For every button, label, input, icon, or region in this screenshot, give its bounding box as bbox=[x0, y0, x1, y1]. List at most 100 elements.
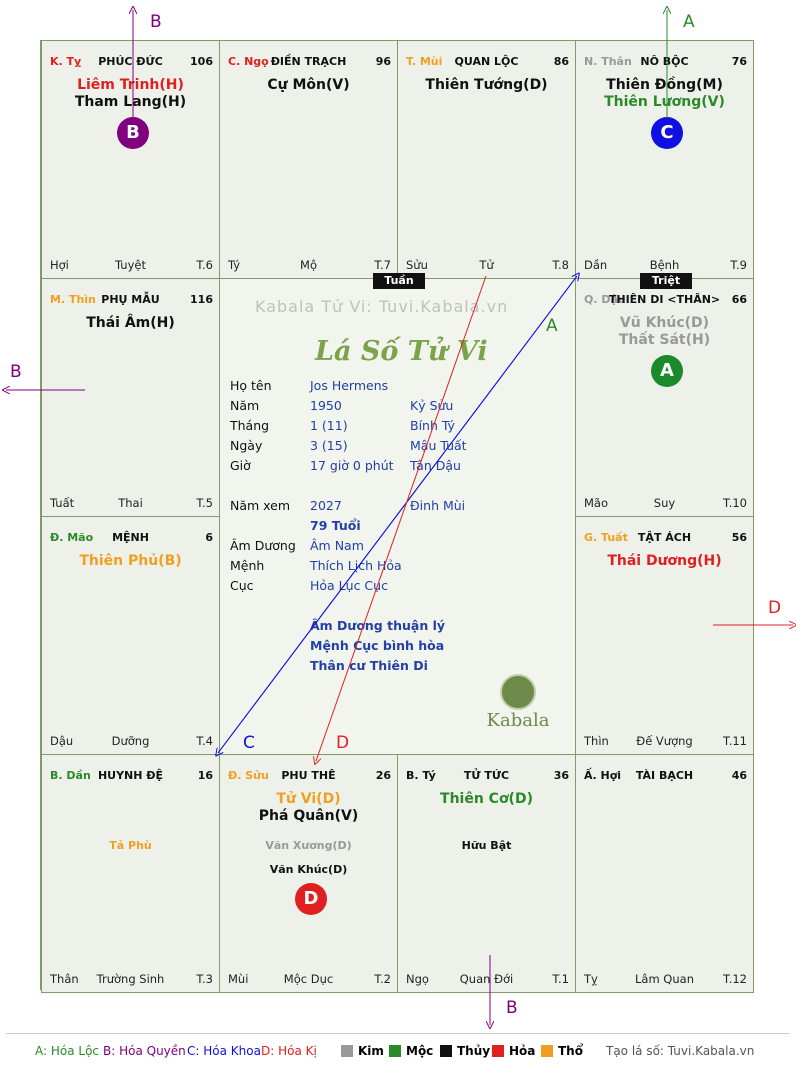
palace-title: PHỤ MẪU bbox=[101, 293, 160, 306]
thuy-swatch bbox=[440, 1045, 452, 1057]
palace-score: 46 bbox=[731, 769, 747, 782]
palace-score: 116 bbox=[190, 293, 213, 306]
palace-stars: Vũ Khúc(D) Thất Sát(H) bbox=[576, 315, 753, 349]
star-name: Thái Âm(H) bbox=[86, 315, 175, 331]
kabala-logo: Kabala bbox=[485, 674, 551, 740]
palace-branch: C. Ngọ bbox=[228, 55, 269, 68]
info-canchi: Đinh Mùi bbox=[410, 498, 466, 513]
chart-heading: Lá Số Tử Vi bbox=[315, 336, 488, 367]
palace-age: T.10 bbox=[723, 496, 747, 510]
palace-age: T.8 bbox=[552, 258, 569, 272]
palace-title: PHU THÊ bbox=[281, 769, 336, 782]
star-name: Vũ Khúc(D) bbox=[619, 315, 710, 331]
palace-stars: Thái Âm(H) bbox=[42, 315, 219, 332]
minor-star: Tả Phù bbox=[109, 839, 152, 852]
palace-title: QUAN LỘC bbox=[454, 55, 519, 68]
transform-badge: D bbox=[295, 883, 327, 915]
palace-score: 66 bbox=[731, 293, 747, 306]
legend-tho: Thổ bbox=[541, 1044, 583, 1058]
palace-ty[interactable]: K. Tỵ PHÚC ĐỨC 106 Liêm Trinh(H) Tham Lang(H… bbox=[41, 40, 220, 279]
legend-kim: Kim bbox=[341, 1044, 384, 1058]
palace-score: 26 bbox=[375, 769, 391, 782]
palace-ty2[interactable]: B. Tý TỬ TỨC 36 Thiên Cơ(D) Hữu Bật Ngọ Quan Đ… bbox=[397, 754, 576, 993]
palace-branch: B. Dần bbox=[50, 769, 91, 782]
legend-site-link[interactable]: Tạo lá số: Tuvi.Kabala.vn bbox=[606, 1044, 755, 1058]
palace-hoi[interactable]: Ấ. Hợi TÀI BẠCH 46 Tỵ Lâm Quan T.12 bbox=[575, 754, 754, 993]
palace-title: THIÊN DI <THÂN> bbox=[608, 293, 721, 306]
minor-star: Hữu Bật bbox=[461, 839, 512, 852]
legend-moc: Mộc bbox=[389, 1044, 433, 1058]
info-label: Giờ bbox=[230, 458, 251, 473]
star-name: Thiên Phủ(B) bbox=[79, 553, 182, 569]
palace-branch: T. Mùi bbox=[406, 55, 443, 68]
palace-ngo[interactable]: C. Ngọ ĐIỀN TRẠCH 96 Cự Môn(V) Tý Mộ T.7 bbox=[219, 40, 398, 279]
info-canchi: Tân Dậu bbox=[410, 458, 461, 473]
palace-than[interactable]: N. Thân NÔ BỘC 76 Thiên Đồng(M) Thiên Lương(… bbox=[575, 40, 754, 279]
palace-thin[interactable]: M. Thìn PHỤ MẪU 116 Thái Âm(H) Tuất Thai T.5 bbox=[41, 278, 220, 517]
info-label: Ngày bbox=[230, 438, 263, 453]
star-name: Tham Lang(H) bbox=[74, 94, 187, 110]
legend-hoa-quyen: B: Hóa Quyền bbox=[103, 1044, 186, 1058]
arrow-label-top-left: B bbox=[150, 12, 162, 32]
legend-kim-label: Kim bbox=[358, 1044, 384, 1058]
palace-stage: Dưỡng bbox=[111, 734, 150, 748]
center-note: Thân cư Thiên Di bbox=[310, 658, 428, 673]
palace-stage: Lâm Quan bbox=[635, 972, 694, 986]
legend-hoa: Hỏa bbox=[492, 1044, 535, 1058]
palace-suu[interactable]: Đ. Sửu PHU THÊ 26 Tử Vi(D) Phá Quân(V) Văn Xư… bbox=[219, 754, 398, 993]
arrow-label-top-right: A bbox=[683, 12, 695, 32]
palace-stage: Thai bbox=[118, 496, 143, 510]
palace-stage: Tử bbox=[479, 258, 494, 272]
info-value: 17 giờ 0 phút bbox=[310, 458, 394, 473]
palace-title: TẬT ÁCH bbox=[637, 531, 692, 544]
palace-title: TÀI BẠCH bbox=[635, 769, 694, 782]
legend-hoa-loc: A: Hóa Lộc bbox=[35, 1044, 100, 1058]
palace-mui[interactable]: T. Mùi QUAN LỘC 86 Thiên Tướng(D) Sửu Tử T.8 bbox=[397, 40, 576, 279]
star-name: Tử Vi(D) bbox=[276, 791, 341, 807]
palace-stars: Thiên Phủ(B) bbox=[42, 553, 219, 570]
palace-dau[interactable]: Q. Dậu THIÊN DI <THÂN> 66 Vũ Khúc(D) Thất Sá… bbox=[575, 278, 754, 517]
palace-branch: Ấ. Hợi bbox=[584, 769, 622, 782]
palace-mao[interactable]: Đ. Mão MỆNH 6 Thiên Phủ(B) Dậu Dưỡng T.4 bbox=[41, 516, 220, 755]
tag-triet: Triệt bbox=[640, 273, 692, 289]
legend-divider bbox=[6, 1033, 790, 1034]
palace-branch: Đ. Mão bbox=[50, 531, 94, 544]
palace-stars: Thiên Cơ(D) bbox=[398, 791, 575, 808]
palace-tuat[interactable]: G. Tuất TẬT ÁCH 56 Thái Dương(H) Thìn Đế Vượn… bbox=[575, 516, 754, 755]
palace-stage: Tuyệt bbox=[115, 258, 146, 272]
palace-score: 76 bbox=[731, 55, 747, 68]
info-value: 3 (15) bbox=[310, 438, 348, 453]
palace-branch: M. Thìn bbox=[50, 293, 96, 306]
minor-star: Văn Khúc(D) bbox=[269, 863, 348, 876]
palace-branch-foot: Mùi bbox=[228, 972, 249, 986]
tree-icon bbox=[500, 674, 536, 710]
info-value: Jos Hermens bbox=[310, 378, 389, 393]
info-label: Năm bbox=[230, 398, 260, 413]
star-name: Phá Quân(V) bbox=[258, 808, 359, 824]
star-name: Thái Dương(H) bbox=[607, 553, 722, 569]
star-name: Cự Môn(V) bbox=[267, 77, 350, 93]
legend-thuy-label: Thủy bbox=[457, 1044, 491, 1058]
palace-score: 96 bbox=[375, 55, 391, 68]
palace-branch-foot: Tỵ bbox=[584, 972, 598, 986]
star-name: Thiên Lương(V) bbox=[604, 94, 725, 110]
palace-branch: G. Tuất bbox=[584, 531, 628, 544]
palace-dan[interactable]: B. Dần HUYNH ĐỆ 16 Tả Phù Thân Trường Sinh T.3 bbox=[41, 754, 220, 993]
palace-branch-foot: Tuất bbox=[50, 496, 75, 510]
palace-score: 6 bbox=[205, 531, 213, 544]
arrow-label-bottom: B bbox=[506, 998, 518, 1018]
star-name: Thiên Đồng(M) bbox=[606, 77, 723, 93]
line-label-a: A bbox=[546, 316, 558, 336]
info-label: Mệnh bbox=[230, 558, 265, 573]
arrow-label-right: D bbox=[768, 598, 782, 618]
palace-age: T.6 bbox=[196, 258, 213, 272]
palace-age: T.9 bbox=[730, 258, 747, 272]
palace-score: 56 bbox=[731, 531, 747, 544]
palace-stars: Thái Dương(H) bbox=[576, 553, 753, 570]
hoa-swatch bbox=[492, 1045, 504, 1057]
minor-star: Văn Xương(D) bbox=[265, 839, 352, 852]
palace-score: 86 bbox=[553, 55, 569, 68]
palace-stage: Trường Sinh bbox=[96, 972, 165, 986]
palace-branch-foot: Thìn bbox=[584, 734, 609, 748]
palace-score: 36 bbox=[553, 769, 569, 782]
